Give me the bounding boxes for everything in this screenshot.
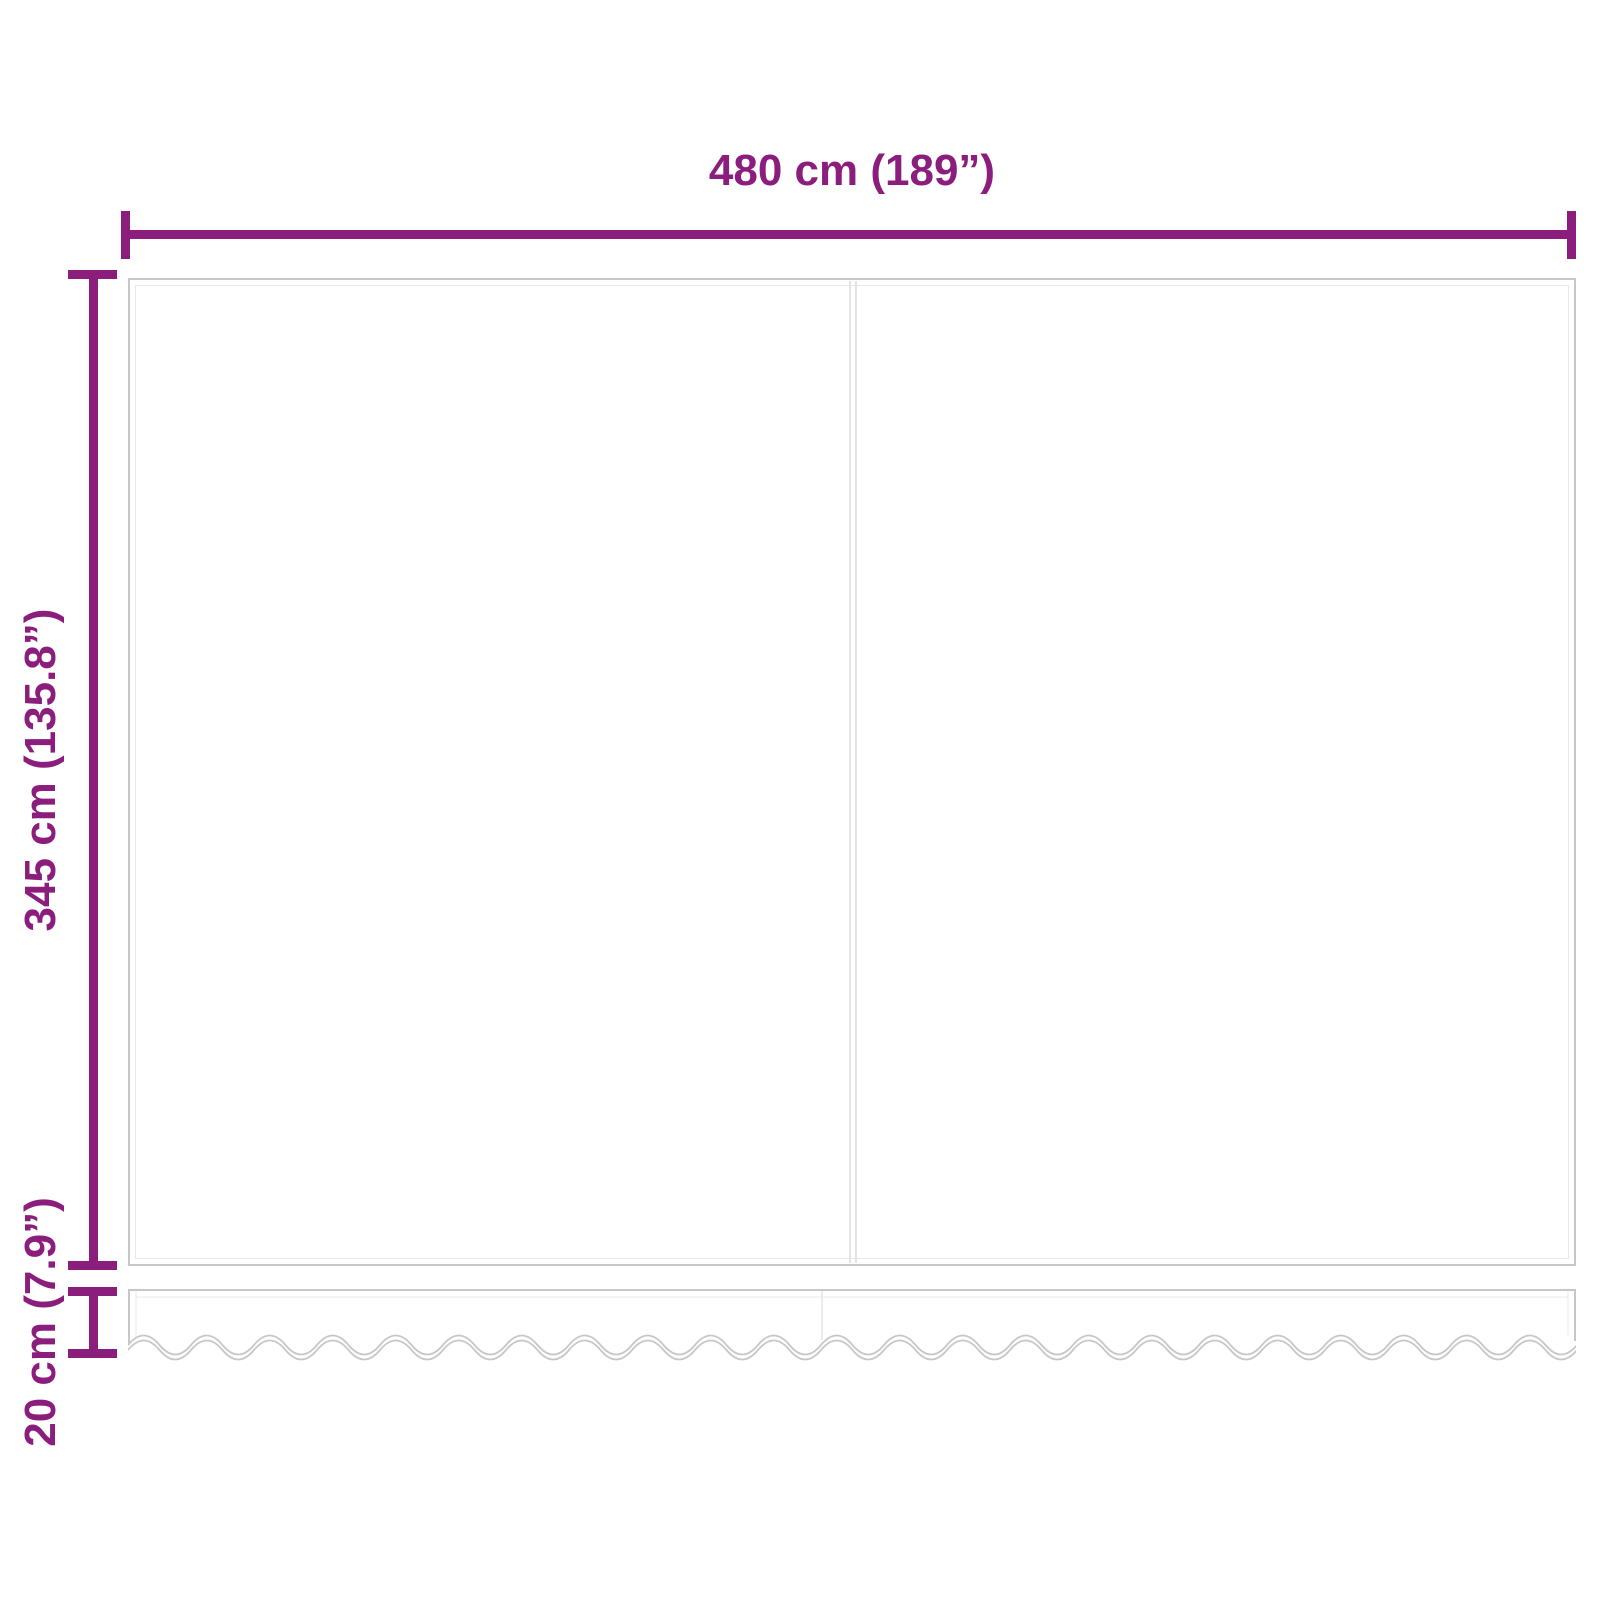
- valance-wave-upper: [128, 1334, 1576, 1356]
- height-dimension-label: 345 cm (135.8”): [16, 608, 65, 932]
- valance-dimension-tick-bottom: [68, 1349, 117, 1358]
- width-dimension-tick-left: [121, 211, 130, 259]
- valance-dimension-tick-top: [68, 1287, 117, 1296]
- valance-dimension-line: [89, 1291, 98, 1353]
- height-dimension-tick-bottom: [68, 1261, 117, 1270]
- height-dimension-line: [89, 274, 98, 1266]
- valance-panel: [128, 1289, 1576, 1361]
- fabric-panel: [128, 278, 1576, 1266]
- width-dimension-label: 480 cm (189”): [708, 146, 996, 195]
- width-dimension-tick-right: [1567, 211, 1576, 259]
- fabric-center-seam: [849, 281, 851, 1263]
- fabric-center-seam: [855, 281, 857, 1263]
- width-dimension-line: [125, 230, 1572, 239]
- valance-wave-lower: [128, 1339, 1576, 1361]
- height-dimension-tick-top: [68, 270, 117, 279]
- fabric-inner-hairline: [135, 285, 1569, 1259]
- valance-dimension-label: 20 cm (7.9”): [16, 1197, 65, 1447]
- valance-outline: [128, 1289, 1576, 1345]
